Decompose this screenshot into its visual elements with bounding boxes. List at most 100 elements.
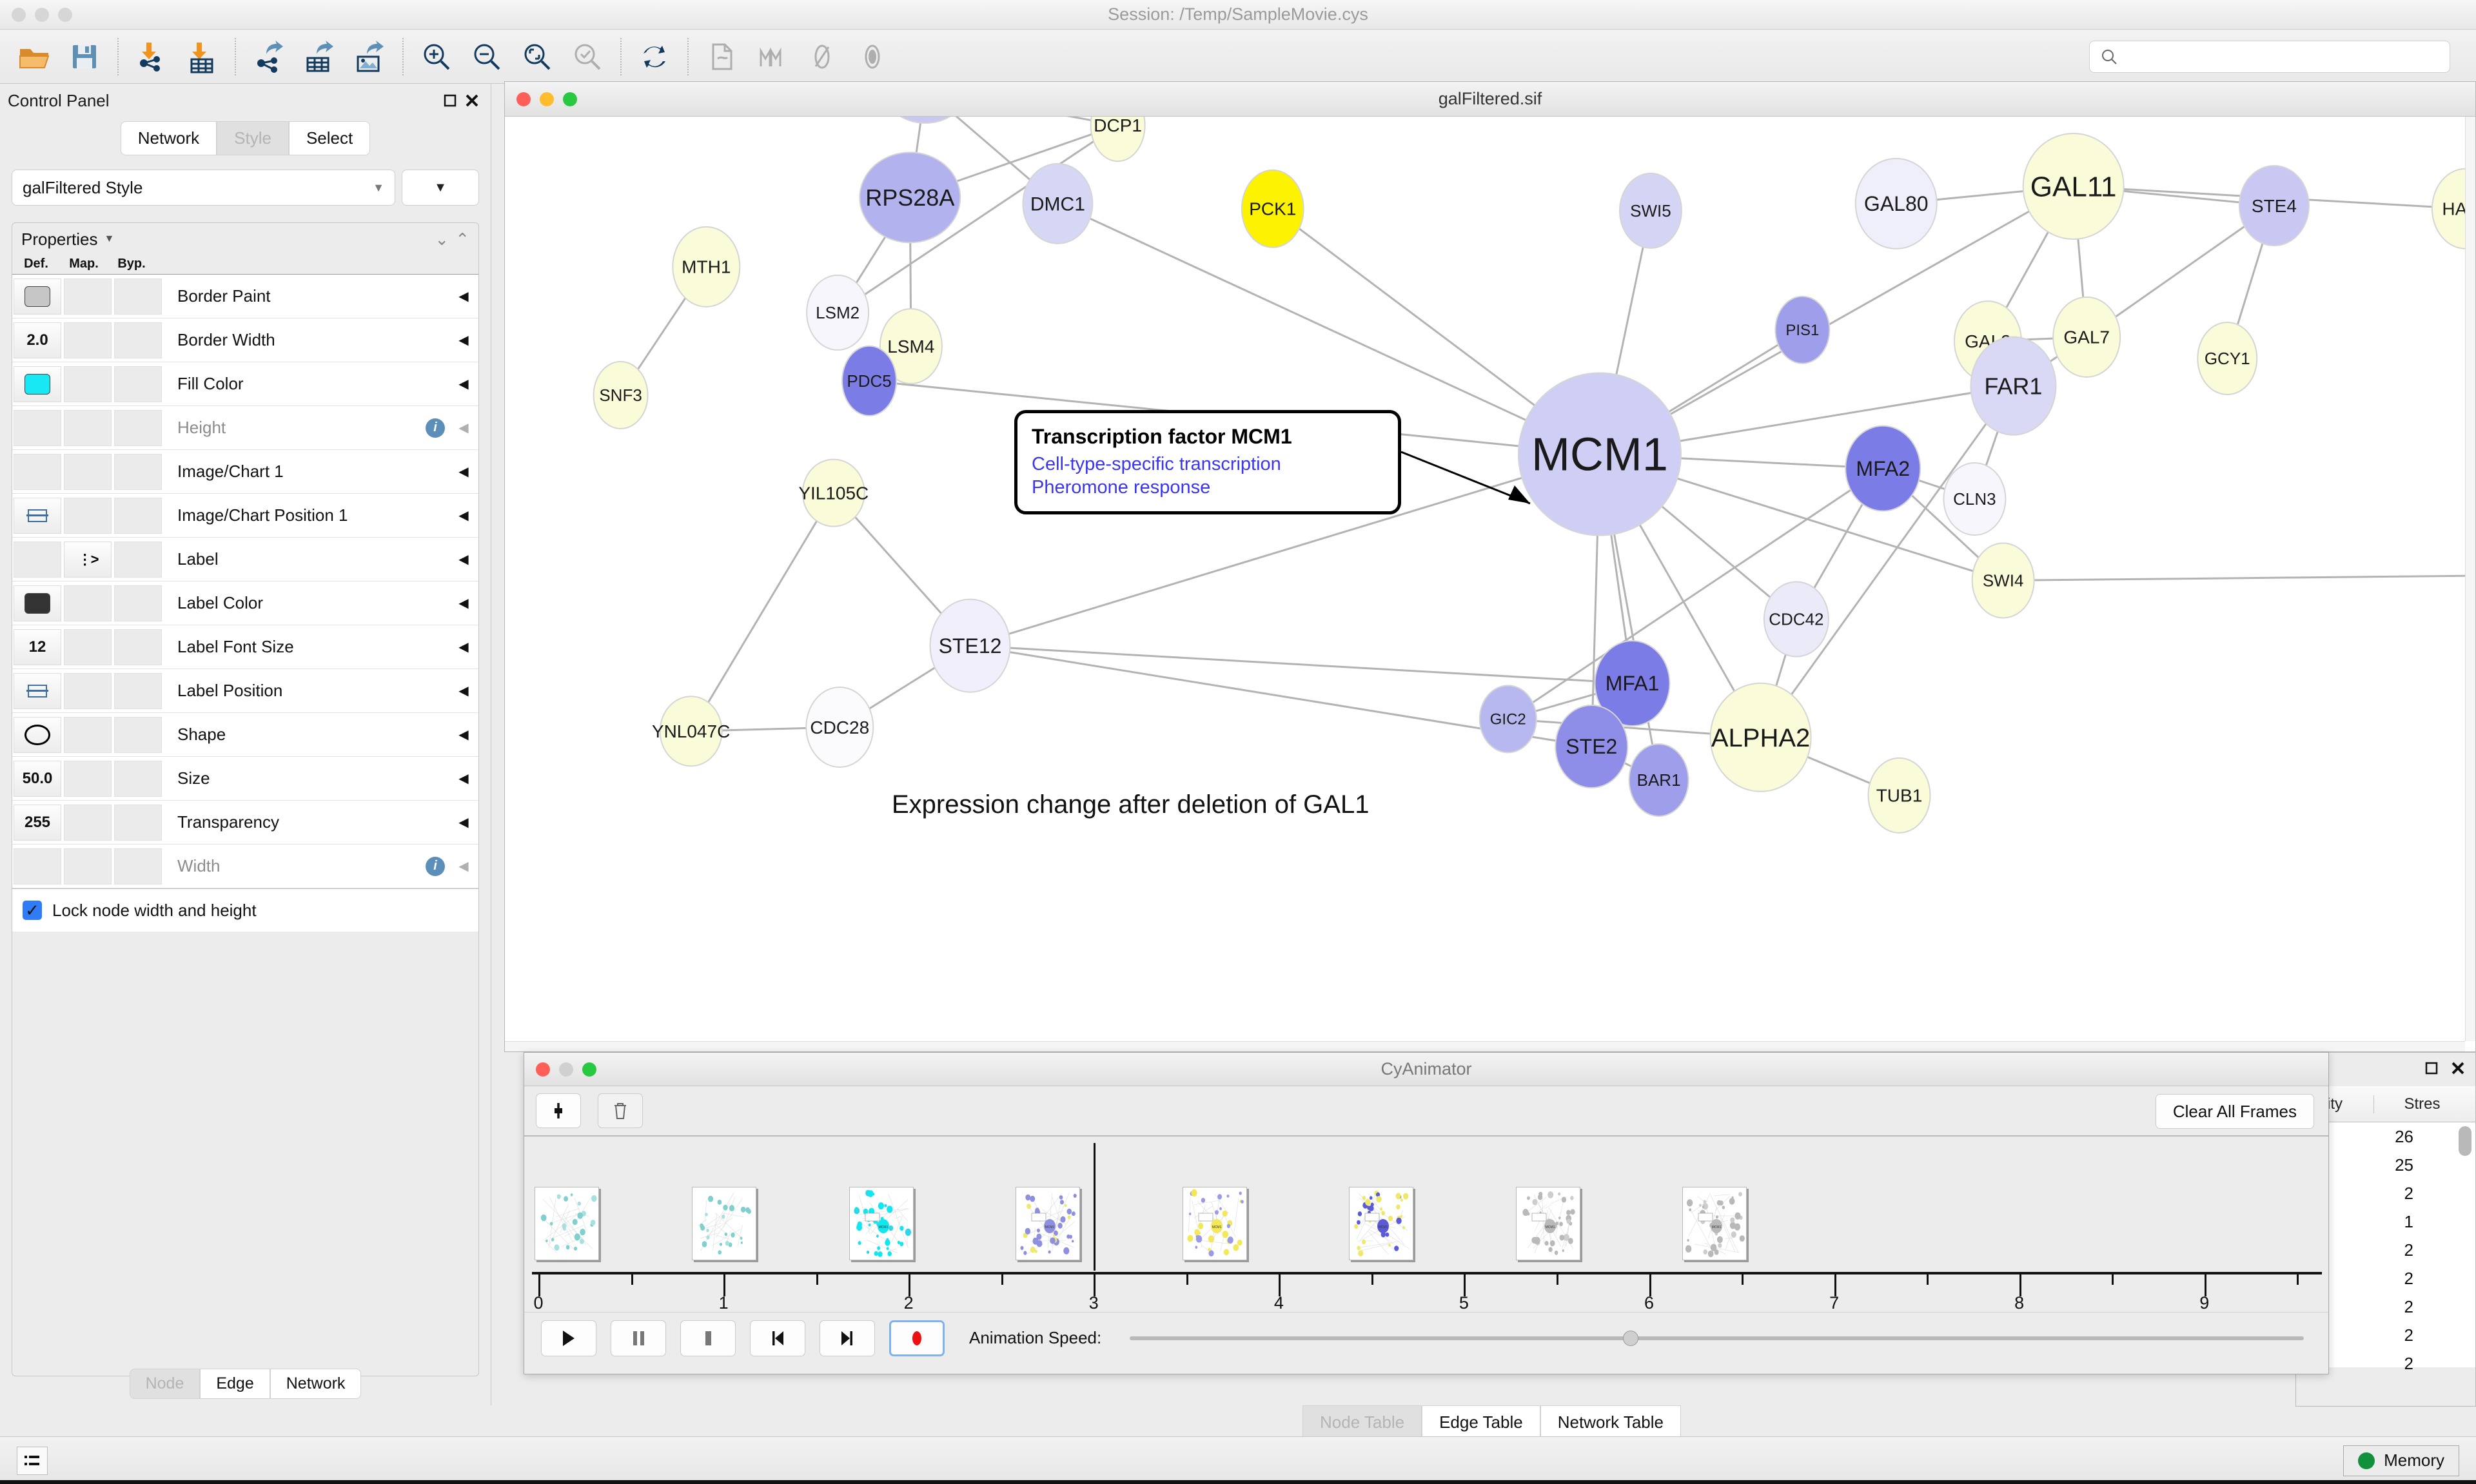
network-node-dmc1[interactable]: DMC1	[1022, 162, 1094, 244]
timeline-frame[interactable]: MCM1	[1016, 1187, 1081, 1260]
zoom-selected-icon[interactable]	[562, 32, 613, 82]
minimize-cyanimator-icon[interactable]	[559, 1062, 573, 1077]
zoom-in-icon[interactable]	[411, 32, 462, 82]
property-expand-arrow[interactable]: ◀	[458, 421, 469, 435]
network-node-pdc5[interactable]: PDC5	[841, 345, 898, 416]
network-node-gic2[interactable]: GIC2	[1479, 685, 1537, 754]
animation-speed-slider[interactable]	[1130, 1330, 2304, 1346]
task-list-button[interactable]	[17, 1446, 48, 1475]
network-node-ste2[interactable]: STE2	[1555, 705, 1629, 788]
property-default-cell[interactable]: 255	[14, 804, 61, 841]
tab-select[interactable]: Select	[288, 121, 371, 155]
property-row-width[interactable]: Width i ◀	[12, 845, 478, 888]
export-table-icon[interactable]	[294, 32, 344, 82]
table-cell[interactable]: 25	[2395, 1155, 2413, 1175]
export-image-icon[interactable]	[344, 32, 395, 82]
network-node-swi5[interactable]: SWI5	[1618, 172, 1682, 249]
tab-edge[interactable]: Edge	[200, 1369, 270, 1399]
new-network-icon[interactable]	[696, 32, 747, 82]
save-icon[interactable]	[59, 32, 110, 82]
property-mapping-cell[interactable]	[64, 672, 112, 709]
property-row-height[interactable]: Height i ◀	[12, 406, 478, 450]
tab-node[interactable]: Node	[129, 1369, 201, 1399]
network-node-bar1[interactable]: BAR1	[1628, 743, 1689, 817]
property-expand-arrow[interactable]: ◀	[458, 289, 469, 304]
network-node-mth1[interactable]: MTH1	[672, 226, 741, 308]
property-bypass-cell[interactable]	[114, 497, 162, 534]
property-bypass-cell[interactable]	[114, 278, 162, 315]
property-expand-arrow[interactable]: ◀	[458, 772, 469, 786]
network-edge[interactable]	[1760, 385, 2014, 738]
timeline-frames[interactable]: MCM1 MCM1 MCM1 MCM1 MCM1 MCM1	[524, 1187, 2328, 1267]
network-node-pis1[interactable]: PIS1	[1774, 295, 1831, 364]
timeline-frame[interactable]: MCM1	[1182, 1187, 1247, 1260]
property-default-cell[interactable]: 50.0	[14, 760, 61, 797]
network-window-traffic-lights[interactable]	[505, 92, 577, 106]
property-bypass-cell[interactable]	[114, 541, 162, 578]
property-bypass-cell[interactable]	[114, 672, 162, 709]
network-edge[interactable]	[970, 645, 1633, 685]
export-network-icon[interactable]	[244, 32, 294, 82]
float-table-panel-icon[interactable]	[2424, 1060, 2439, 1079]
timeline-frame[interactable]: MCM1	[1515, 1187, 1580, 1260]
property-mapping-cell[interactable]	[64, 848, 112, 884]
property-mapping-cell[interactable]	[64, 278, 112, 315]
pause-button[interactable]	[611, 1320, 666, 1356]
window-traffic-lights[interactable]	[12, 8, 72, 22]
search-input[interactable]	[2089, 40, 2450, 73]
network-node-rps28b[interactable]: RPS28B	[883, 117, 967, 124]
close-window-icon[interactable]	[12, 8, 26, 22]
network-node-mcm1[interactable]: MCM1	[1517, 372, 1682, 536]
property-row-image-chart-position-1[interactable]: Image/Chart Position 1 ◀	[12, 494, 478, 538]
info-icon[interactable]: i	[426, 856, 445, 876]
property-mapping-cell[interactable]	[64, 585, 112, 621]
property-mapping-cell[interactable]	[64, 322, 112, 358]
import-table-icon[interactable]	[177, 32, 227, 82]
table-column-betweenness[interactable]: ity	[2327, 1095, 2343, 1113]
table-cell[interactable]: 2	[2404, 1325, 2413, 1345]
timeline-frame[interactable]	[692, 1187, 757, 1260]
network-node-dcp1[interactable]: DCP1	[1090, 117, 1146, 162]
property-default-cell[interactable]	[14, 672, 61, 709]
table-cell[interactable]: 2	[2404, 1240, 2413, 1260]
property-bypass-cell[interactable]	[114, 322, 162, 358]
skip-start-button[interactable]	[750, 1320, 805, 1356]
annotation-box[interactable]: Transcription factor MCM1 Cell-type-spec…	[1014, 410, 1401, 514]
minimize-window-icon[interactable]	[35, 8, 49, 22]
show-all-icon[interactable]	[847, 32, 898, 82]
maximize-network-window-icon[interactable]	[563, 92, 577, 106]
property-bypass-cell[interactable]	[114, 453, 162, 490]
lock-node-size-checkbox[interactable]: ✓	[23, 901, 42, 920]
property-expand-arrow[interactable]: ◀	[458, 859, 469, 874]
timeline-frame[interactable]	[535, 1187, 599, 1260]
maximize-window-icon[interactable]	[58, 8, 72, 22]
property-expand-arrow[interactable]: ◀	[458, 684, 469, 698]
network-node-far1[interactable]: FAR1	[1970, 336, 2057, 436]
network-graph[interactable]: RPS28B DCP1 RPS28A DMC1 PCK1 SWI5 GAL80 GAL11 ST…	[505, 117, 2475, 1051]
layout-icon[interactable]	[747, 32, 797, 82]
tab-network-table[interactable]: Network Table	[1540, 1405, 1681, 1440]
network-edge[interactable]	[2086, 204, 2275, 338]
property-expand-arrow[interactable]: ◀	[458, 465, 469, 479]
property-row-label-position[interactable]: Label Position ◀	[12, 669, 478, 713]
table-cell[interactable]: 2	[2404, 1354, 2413, 1373]
property-mapping-cell[interactable]	[64, 409, 112, 446]
expand-all-icon[interactable]: ⌃	[455, 229, 469, 249]
network-edge[interactable]	[925, 117, 1118, 126]
network-node-lsm2[interactable]: LSM2	[806, 274, 870, 351]
property-expand-arrow[interactable]: ◀	[458, 552, 469, 567]
refresh-icon[interactable]	[629, 32, 680, 82]
network-canvas[interactable]: RPS28B DCP1 RPS28A DMC1 PCK1 SWI5 GAL80 GAL11 ST…	[505, 117, 2475, 1051]
property-bypass-cell[interactable]	[114, 409, 162, 446]
property-expand-arrow[interactable]: ◀	[458, 728, 469, 742]
caret-down-icon[interactable]: ▼	[104, 233, 115, 244]
property-expand-arrow[interactable]: ◀	[458, 640, 469, 654]
network-node-tub1[interactable]: TUB1	[1867, 757, 1931, 834]
property-row-transparency[interactable]: 255 Transparency ◀	[12, 801, 478, 845]
network-node-rps28a[interactable]: RPS28A	[859, 151, 961, 244]
property-mapping-cell[interactable]: ⋮>	[64, 541, 112, 578]
property-expand-arrow[interactable]: ◀	[458, 333, 469, 347]
property-row-label-color[interactable]: Label Color ◀	[12, 581, 478, 625]
network-edge[interactable]	[1507, 467, 1884, 720]
